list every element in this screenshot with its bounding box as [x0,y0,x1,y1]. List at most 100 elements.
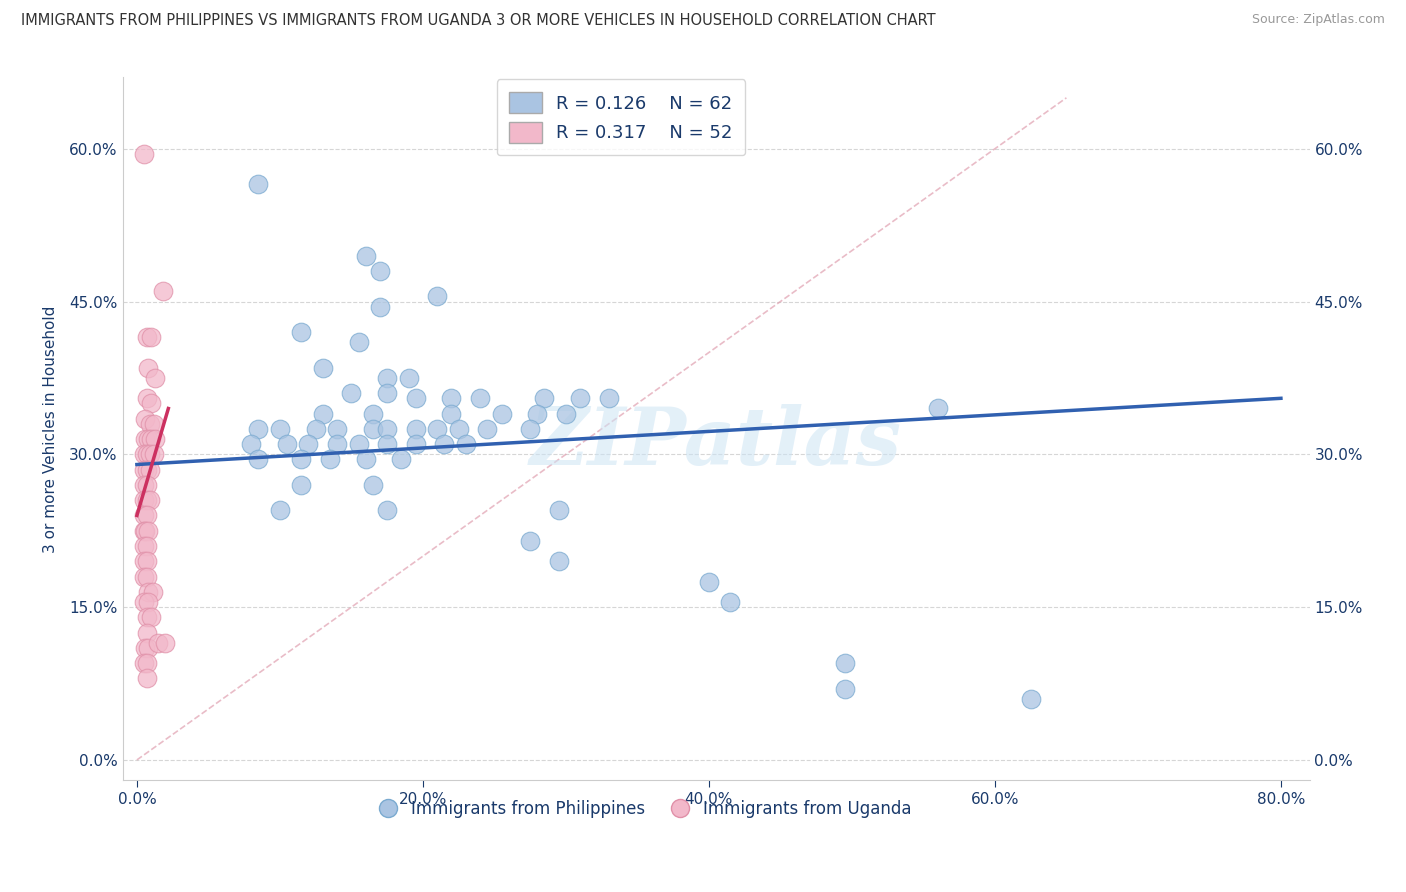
Point [405,437,427,451]
Point [391,452,413,467]
Point [135,554,157,568]
Point [440,407,463,421]
Point [354,249,377,263]
Point [398,371,420,385]
Point [533,392,555,406]
Point [554,407,576,421]
Point [136,640,159,655]
Point [132,554,155,568]
Point [134,524,156,538]
Point [368,264,391,278]
Point [135,462,157,476]
Point [276,437,298,451]
Point [132,539,155,553]
Point [312,360,335,375]
Point [132,462,155,476]
Point [247,422,270,436]
Point [134,411,156,425]
Point [375,437,398,451]
Point [347,335,370,350]
Point [247,178,270,192]
Point [139,447,162,461]
Point [368,300,391,314]
Point [519,422,541,436]
Point [426,422,449,436]
Point [143,417,166,431]
Point [240,437,263,451]
Legend: Immigrants from Philippines, Immigrants from Uganda: Immigrants from Philippines, Immigrants … [371,793,918,825]
Point [139,462,162,476]
Point [526,407,548,421]
Point [477,422,499,436]
Point [519,533,541,548]
Point [134,432,156,446]
Point [491,407,513,421]
Point [132,524,155,538]
Point [405,392,427,406]
Point [361,478,384,492]
Point [132,656,155,670]
Point [718,595,741,609]
Point [375,386,398,401]
Point [145,371,167,385]
Point [135,330,157,344]
Point [134,640,156,655]
Point [697,574,720,589]
Point [135,392,157,406]
Point [141,330,163,344]
Point [426,289,449,303]
Point [290,452,312,467]
Point [135,493,157,508]
Point [135,672,157,686]
Point [269,503,291,517]
Point [269,422,291,436]
Point [447,422,470,436]
Point [155,636,177,650]
Point [136,432,159,446]
Point [440,392,463,406]
Point [454,437,477,451]
Point [139,493,162,508]
Point [139,417,162,431]
Point [135,656,157,670]
Point [135,569,157,583]
Point [326,422,349,436]
Point [361,422,384,436]
Point [326,437,349,451]
Point [247,452,270,467]
Point [312,407,335,421]
Point [136,595,159,609]
Point [132,493,155,508]
Point [136,524,159,538]
Point [135,447,157,461]
Text: Source: ZipAtlas.com: Source: ZipAtlas.com [1251,13,1385,27]
Point [361,407,384,421]
Point [141,610,163,624]
Point [132,569,155,583]
Point [347,437,370,451]
Point [375,371,398,385]
Point [136,585,159,599]
Point [304,422,326,436]
Point [143,447,166,461]
Point [152,285,174,299]
Point [834,656,856,670]
Text: ZIPatlas: ZIPatlas [530,404,903,482]
Point [569,392,592,406]
Point [148,636,170,650]
Point [135,625,157,640]
Point [319,452,342,467]
Point [433,437,456,451]
Point [136,360,159,375]
Point [468,392,491,406]
Point [135,610,157,624]
Point [135,539,157,553]
Point [375,422,398,436]
Point [132,508,155,523]
Point [132,146,155,161]
Point [141,396,163,410]
Point [297,437,319,451]
Point [375,503,398,517]
Point [132,447,155,461]
Point [598,392,620,406]
